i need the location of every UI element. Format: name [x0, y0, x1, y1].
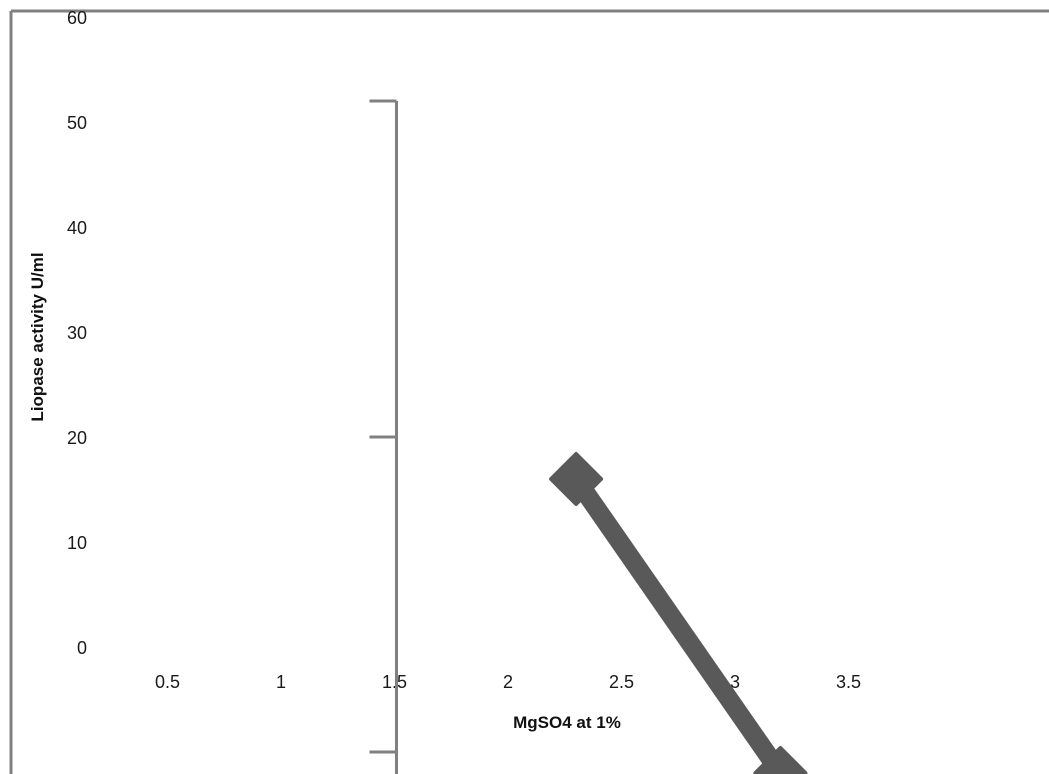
data-point-marker: [549, 452, 604, 506]
x-tick-label: 1.5: [382, 672, 407, 692]
y-tick-label: 20: [67, 428, 87, 448]
data-point-marker: [753, 746, 808, 774]
x-axis-title: MgSO4 at 1%: [513, 713, 621, 732]
series-line: [568, 473, 789, 774]
y-tick-label: 30: [67, 323, 87, 343]
x-tick-label: 3: [730, 672, 740, 692]
y-tick-label: 60: [67, 8, 87, 28]
x-tick-label: 2.5: [609, 672, 634, 692]
x-tick-label: 1: [276, 672, 286, 692]
x-tick-label: 2: [503, 672, 513, 692]
y-tick-label: 50: [67, 113, 87, 133]
x-tick-label: 3.5: [836, 672, 861, 692]
y-tick-label: 0: [77, 638, 87, 658]
y-tick-label: 40: [67, 218, 87, 238]
x-tick-label: 0.5: [155, 672, 180, 692]
y-axis-title: Liopase activity U/ml: [28, 252, 47, 421]
y-tick-label: 10: [67, 533, 87, 553]
